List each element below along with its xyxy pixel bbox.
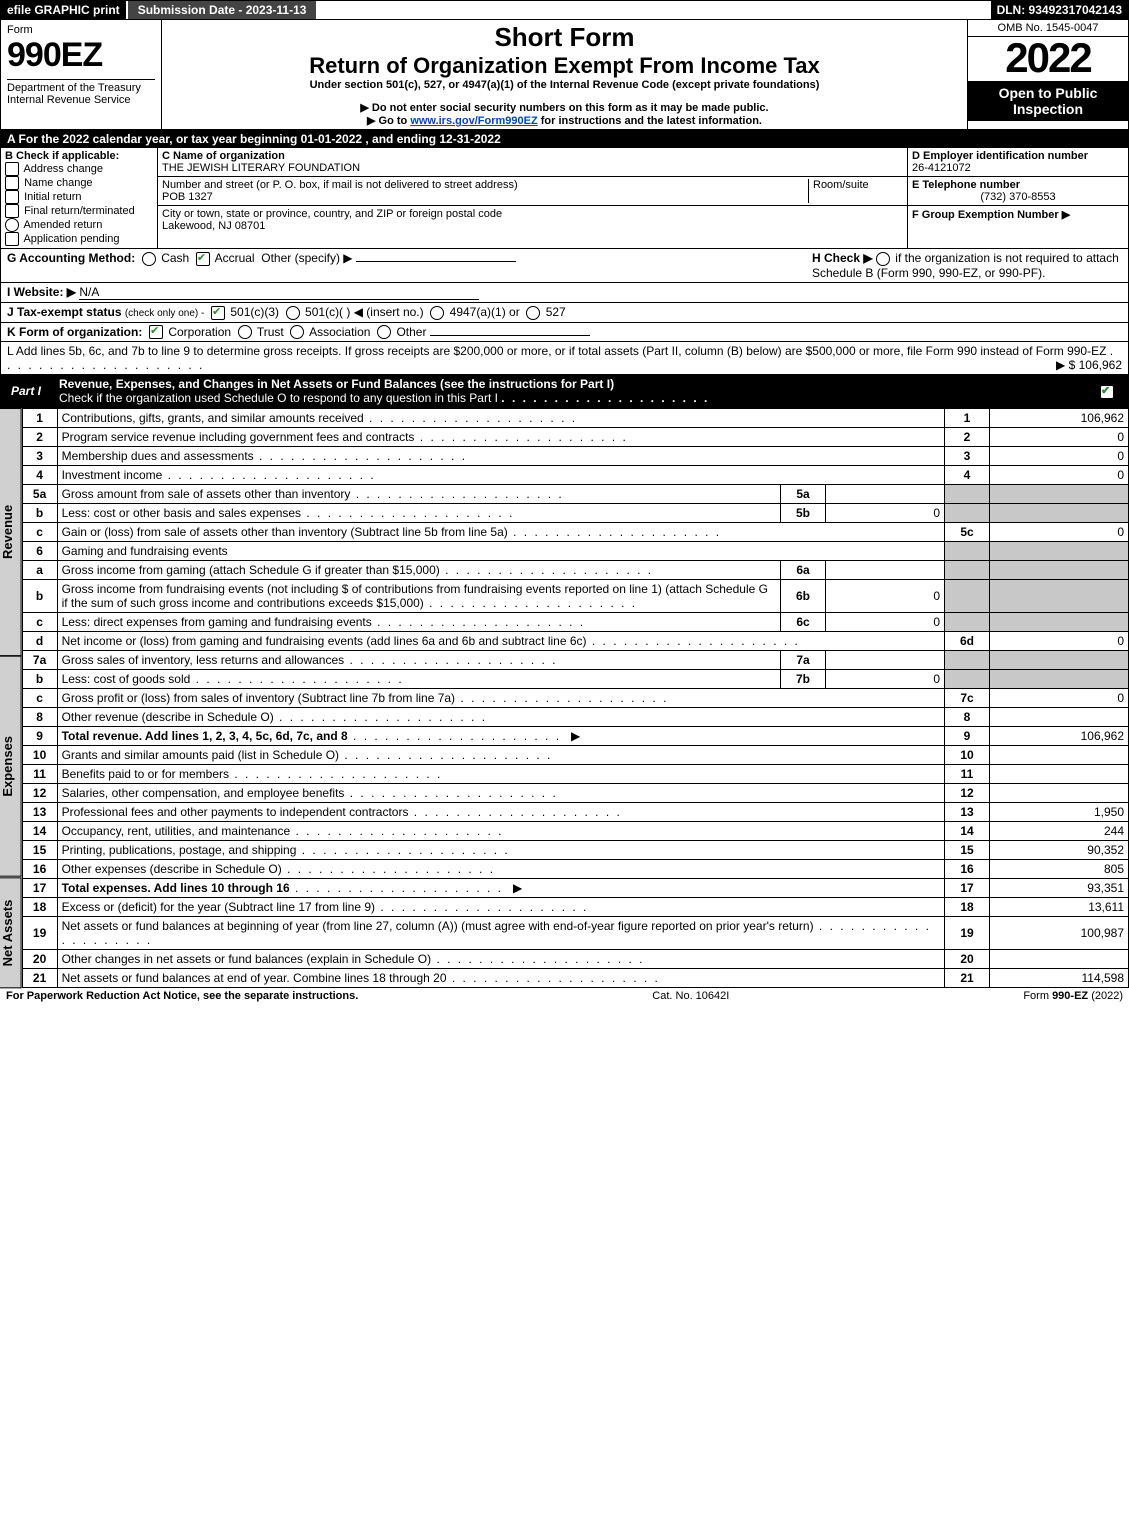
entity-block: B Check if applicable: Address change Na… [0,148,1129,249]
part1-checknote: Check if the organization used Schedule … [59,391,498,405]
city-label: City or town, state or province, country… [162,208,502,220]
j-sub: (check only one) - [125,308,204,319]
efile-label: efile GRAPHIC print [1,1,126,19]
j-o1: 501(c)(3) [230,305,279,319]
dept-label: Department of the Treasury Internal Reve… [7,79,155,106]
header-strip: efile GRAPHIC print Submission Date - 20… [0,0,1129,20]
part1-header: Part I Revenue, Expenses, and Changes in… [0,375,1129,408]
chk-corp[interactable] [149,325,163,339]
chk-4947[interactable] [430,306,444,320]
line-j: J Tax-exempt status (check only one) - 5… [0,303,1129,323]
title-block: Form 990EZ Department of the Treasury In… [0,20,1129,130]
sub3-pre: ▶ Go to [367,115,410,127]
j-o2: 501(c)( ) ◀ (insert no.) [305,305,424,319]
part1-table: 1Contributions, gifts, grants, and simil… [22,408,1129,988]
i-label: I Website: ▶ [7,285,76,299]
chk-other[interactable] [377,325,391,339]
footer-right: Form 990-EZ (2022) [1023,990,1123,1002]
j-o3: 4947(a)(1) or [450,305,520,319]
chk-cash[interactable] [142,252,156,266]
l-text: L Add lines 5b, 6c, and 7b to line 9 to … [7,344,1106,358]
chk-amended-return[interactable] [5,218,19,232]
b-opt-1: Name change [24,177,93,189]
chk-name-change[interactable] [5,176,19,190]
chk-address-change[interactable] [5,162,19,176]
org-name: THE JEWISH LITERARY FOUNDATION [162,162,360,174]
h-label: H Check ▶ [812,251,873,265]
k-trust: Trust [257,325,284,339]
org-city: Lakewood, NJ 08701 [162,220,265,232]
footer-mid: Cat. No. 10642I [652,990,729,1002]
addr-label: Number and street (or P. O. box, if mail… [162,179,518,191]
short-form-title: Short Form [166,22,963,53]
form-word: Form [7,24,155,36]
website-val: N/A [79,285,99,299]
part1-body: Revenue Expenses Net Assets 1Contributio… [0,408,1129,988]
b-label: B Check if applicable: [5,150,153,162]
c-label: C Name of organization [162,150,285,162]
b-opt-0: Address change [23,163,103,175]
g-label: G Accounting Method: [7,251,135,265]
telephone: (732) 370-8553 [912,191,1124,203]
chk-501c[interactable] [286,306,300,320]
tax-year: 2022 [968,37,1128,79]
sub3-post: for instructions and the latest informat… [538,115,762,127]
org-address: POB 1327 [162,191,213,203]
return-title: Return of Organization Exempt From Incom… [166,53,963,79]
section-b: B Check if applicable: Address change Na… [1,148,158,248]
open-to-public: Open to Public Inspection [968,81,1128,121]
footer: For Paperwork Reduction Act Notice, see … [0,988,1129,1004]
chk-initial-return[interactable] [5,190,19,204]
side-revenue: Revenue [0,408,22,656]
chk-accrual[interactable] [196,252,210,266]
line-l: L Add lines 5b, 6c, and 7b to line 9 to … [0,342,1129,375]
chk-527[interactable] [526,306,540,320]
side-netassets: Net Assets [0,877,22,988]
chk-assoc[interactable] [290,325,304,339]
submission-date: Submission Date - 2023-11-13 [126,1,319,19]
g-accrual: Accrual [215,251,255,265]
footer-left: For Paperwork Reduction Act Notice, see … [6,990,358,1002]
k-assoc: Association [309,325,370,339]
d-label: D Employer identification number [912,150,1088,162]
k-label: K Form of organization: [7,325,142,339]
subtitle-3: ▶ Go to www.irs.gov/Form990EZ for instru… [166,114,963,127]
line-k: K Form of organization: Corporation Trus… [0,323,1129,343]
form-number: 990EZ [7,36,155,75]
line-a: A For the 2022 calendar year, or tax yea… [0,130,1129,148]
chk-trust[interactable] [238,325,252,339]
f-label: F Group Exemption Number ▶ [912,209,1070,221]
ein: 26-4121072 [912,162,971,174]
k-other: Other [396,325,426,339]
j-o4: 527 [546,305,566,319]
dln: DLN: 93492317042143 [991,1,1128,19]
j-label: J Tax-exempt status [7,305,122,319]
side-expenses: Expenses [0,656,22,877]
chk-h[interactable] [876,252,890,266]
irs-link[interactable]: www.irs.gov/Form990EZ [410,115,537,127]
chk-501c3[interactable] [211,306,225,320]
part1-title: Revenue, Expenses, and Changes in Net As… [59,377,437,391]
subtitle-2: ▶ Do not enter social security numbers o… [166,101,963,114]
part1-label: Part I [1,382,51,400]
chk-schedule-o[interactable] [1100,385,1114,399]
l-amount: ▶ $ 106,962 [1056,358,1122,372]
b-opt-2: Initial return [24,191,81,203]
chk-final-return[interactable] [5,204,19,218]
k-corp: Corporation [168,325,231,339]
b-opt-4: Amended return [23,219,102,231]
e-label: E Telephone number [912,179,1020,191]
line-g-h: G Accounting Method: Cash Accrual Other … [0,249,1129,283]
g-cash: Cash [161,251,189,265]
part1-sub: (see the instructions for Part I) [440,377,614,391]
room-label: Room/suite [813,179,869,191]
line-i: I Website: ▶ N/A [0,283,1129,303]
subtitle-1: Under section 501(c), 527, or 4947(a)(1)… [166,79,963,91]
b-opt-5: Application pending [23,233,119,245]
b-opt-3: Final return/terminated [24,205,135,217]
g-other: Other (specify) ▶ [261,251,352,265]
chk-application-pending[interactable] [5,232,19,246]
